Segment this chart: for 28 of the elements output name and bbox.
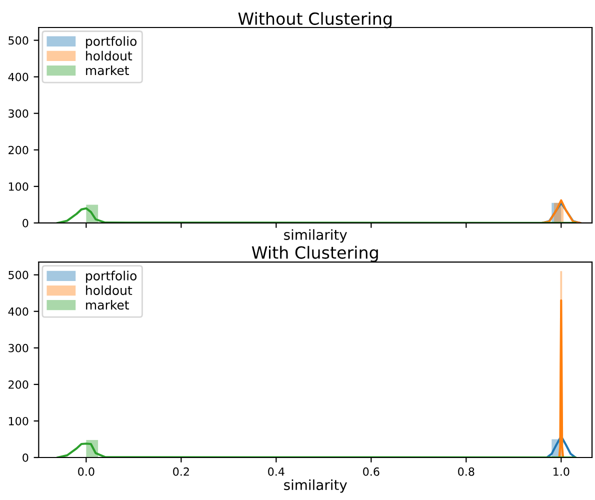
x-tick-label: 0.8: [458, 467, 474, 476]
y-tick-label: 200: [8, 380, 28, 389]
y-tick-label: 500: [8, 36, 28, 45]
legend-label: holdout: [86, 285, 132, 296]
x-axis-title: similarity: [284, 229, 347, 243]
x-axis-title: similarity: [284, 479, 347, 493]
legend-label: market: [86, 300, 129, 310]
chart-title: With Clustering: [252, 246, 378, 262]
x-tick-label: 0.2: [173, 467, 189, 476]
y-tick-label: 100: [8, 416, 28, 426]
legend-label: market: [86, 65, 129, 76]
y-tick-label: 200: [8, 146, 28, 154]
y-tick-label: 100: [8, 182, 28, 191]
y-tick-label: 400: [8, 307, 28, 316]
y-tick-label: 0: [22, 453, 28, 462]
x-tick-label: 1.0: [554, 467, 570, 476]
x-tick-label: 0.6: [363, 467, 380, 476]
legend-label: portfolio: [86, 36, 137, 48]
y-tick-label: 0: [22, 218, 28, 228]
y-tick-label: 300: [8, 109, 28, 118]
legend-label: holdout: [86, 50, 132, 61]
x-tick-label: 0.0: [78, 467, 94, 476]
y-tick-label: 300: [8, 344, 28, 352]
x-tick-label: 0.4: [268, 467, 284, 476]
y-tick-label: 500: [8, 270, 28, 280]
y-tick-label: 400: [8, 72, 28, 82]
chart-title: Without Clustering: [238, 12, 392, 28]
legend-label: portfolio: [86, 270, 137, 283]
